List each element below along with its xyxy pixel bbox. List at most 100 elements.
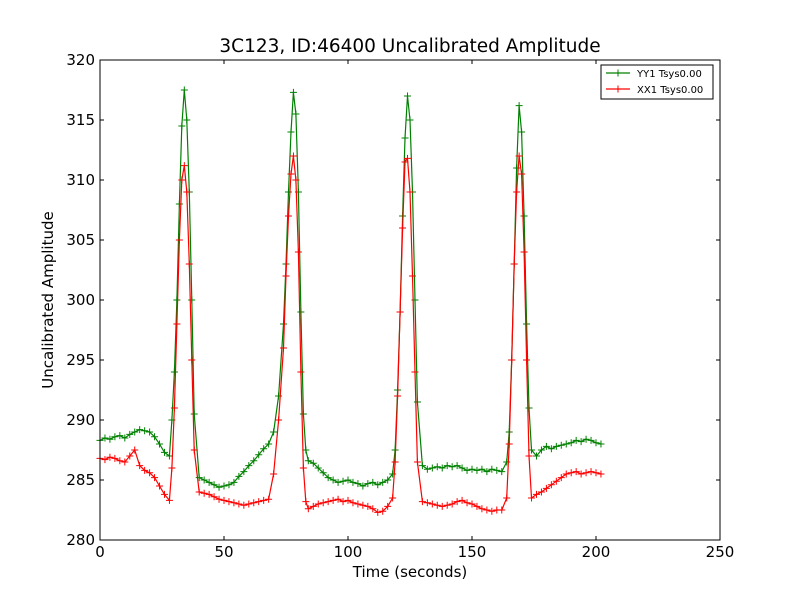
data-point xyxy=(178,176,186,184)
data-point xyxy=(126,430,134,438)
data-point xyxy=(116,457,124,465)
data-point xyxy=(200,489,208,497)
data-point xyxy=(520,248,528,256)
data-point xyxy=(339,498,347,506)
data-point xyxy=(354,480,362,488)
data-point xyxy=(309,459,317,467)
data-point xyxy=(280,320,288,328)
series-line xyxy=(99,155,602,514)
data-point xyxy=(483,506,491,514)
data-point xyxy=(265,440,273,448)
data-point xyxy=(577,438,585,446)
data-point xyxy=(498,506,506,514)
data-point xyxy=(170,368,178,376)
data-point xyxy=(468,500,476,508)
legend-label-yy1: YY1 Tsys0.00 xyxy=(636,69,702,80)
data-point xyxy=(284,188,292,196)
data-point xyxy=(156,482,164,490)
data-point xyxy=(245,462,253,470)
data-point xyxy=(463,466,471,474)
data-point xyxy=(423,465,431,473)
data-point xyxy=(188,296,196,304)
data-point xyxy=(453,498,461,506)
data-point xyxy=(349,499,357,507)
series-line xyxy=(99,89,602,488)
data-point xyxy=(547,481,555,489)
y-tick-label: 315 xyxy=(66,111,95,129)
data-point xyxy=(205,478,213,486)
data-point xyxy=(287,128,295,136)
data-point xyxy=(379,507,387,515)
data-point xyxy=(513,188,521,196)
data-point xyxy=(215,483,223,491)
x-tick-label: 150 xyxy=(458,543,487,561)
data-point xyxy=(597,470,605,478)
data-point xyxy=(520,212,528,220)
data-point xyxy=(156,440,164,448)
legend-box xyxy=(600,64,714,100)
data-point xyxy=(324,474,332,482)
data-point xyxy=(493,466,501,474)
data-point xyxy=(280,344,288,352)
data-point xyxy=(557,474,565,482)
data-point xyxy=(101,434,109,442)
x-tick-label: 100 xyxy=(334,543,363,561)
data-point xyxy=(215,495,223,503)
data-point xyxy=(542,442,550,450)
data-point xyxy=(334,495,342,503)
data-point xyxy=(391,458,399,466)
data-point xyxy=(210,493,218,501)
data-point xyxy=(582,435,590,443)
data-point xyxy=(183,188,191,196)
data-point xyxy=(404,92,412,100)
data-point xyxy=(250,457,258,465)
data-point xyxy=(515,152,523,160)
data-point xyxy=(151,433,159,441)
data-point xyxy=(557,441,565,449)
data-point xyxy=(577,470,585,478)
data-point xyxy=(567,469,575,477)
data-point xyxy=(101,456,109,464)
data-point xyxy=(299,410,307,418)
data-point xyxy=(411,368,419,376)
data-point xyxy=(195,488,203,496)
data-point xyxy=(294,248,302,256)
data-point xyxy=(587,436,595,444)
data-point xyxy=(537,446,545,454)
data-point xyxy=(334,478,342,486)
data-point xyxy=(136,462,144,470)
ticks-layer: 0 50 100 150 200 250 280 285 290 295 300 305 310 315 3… xyxy=(66,51,734,561)
data-point xyxy=(292,176,300,184)
data-point xyxy=(369,478,377,486)
data-point xyxy=(265,495,273,503)
data-point xyxy=(180,86,188,94)
data-point xyxy=(567,439,575,447)
data-point xyxy=(255,451,263,459)
data-point xyxy=(195,474,203,482)
data-point xyxy=(106,453,114,461)
data-point xyxy=(250,499,258,507)
data-point xyxy=(304,505,312,513)
y-tick-label: 305 xyxy=(66,231,95,249)
data-point xyxy=(185,260,193,268)
data-point xyxy=(314,500,322,508)
data-point xyxy=(324,498,332,506)
data-point xyxy=(448,500,456,508)
data-point xyxy=(344,476,352,484)
y-tick-label: 300 xyxy=(66,291,95,309)
data-point xyxy=(275,392,283,400)
data-point xyxy=(282,272,290,280)
data-point xyxy=(389,470,397,478)
data-point xyxy=(505,440,513,448)
data-point xyxy=(510,260,518,268)
data-point xyxy=(349,478,357,486)
data-point xyxy=(121,458,129,466)
x-tick-label: 250 xyxy=(706,543,735,561)
data-point xyxy=(547,445,555,453)
data-point xyxy=(240,501,248,509)
data-point xyxy=(478,465,486,473)
data-point xyxy=(190,410,198,418)
data-point xyxy=(175,200,183,208)
data-point xyxy=(401,158,409,166)
y-tick-label: 310 xyxy=(66,171,95,189)
